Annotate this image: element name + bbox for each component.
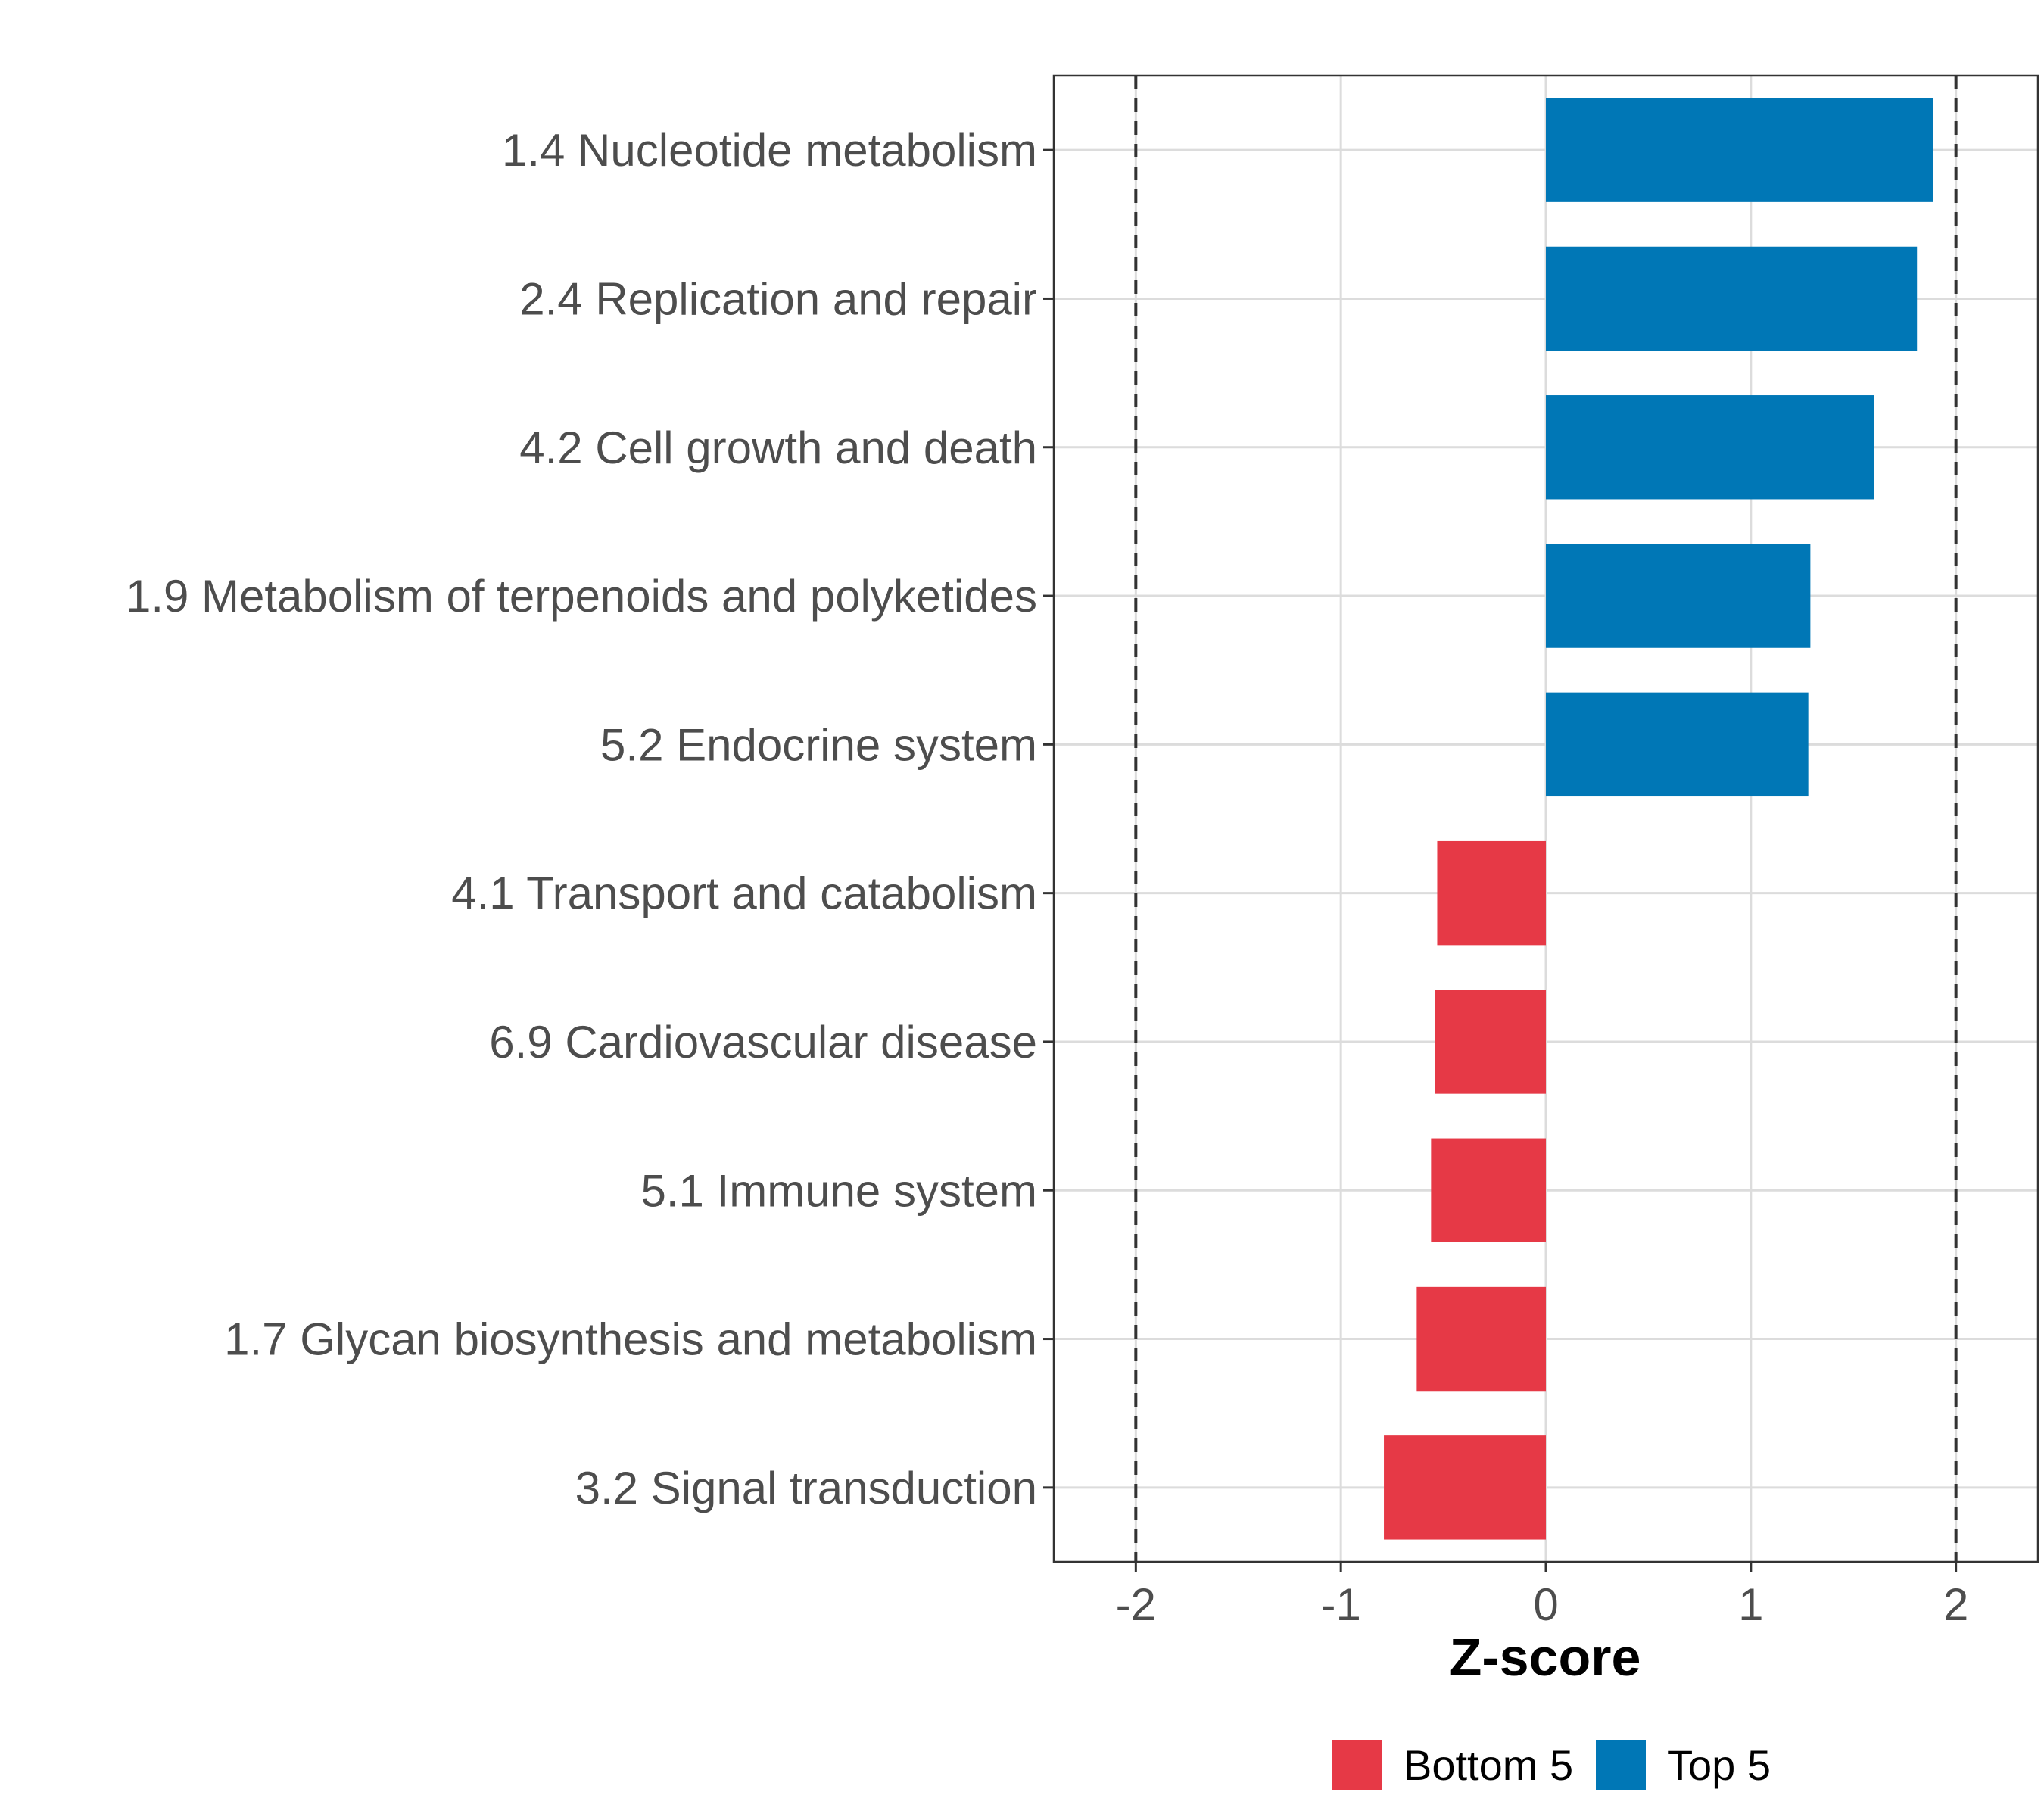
x-tick-label: 0 [1533,1579,1558,1630]
bar [1435,990,1546,1094]
legend-label: Top 5 [1667,1741,1771,1789]
x-tick-label: -2 [1116,1579,1156,1630]
x-tick-label: 1 [1738,1579,1763,1630]
bar [1416,1286,1546,1392]
y-tick-label: 4.1 Transport and catabolism [451,868,1037,919]
bar [1437,840,1546,946]
legend-label: Bottom 5 [1404,1741,1573,1789]
legend-swatch [1596,1740,1646,1790]
x-tick-label: 2 [1943,1579,1968,1630]
x-axis-ticks: -2 -1 0 1 2 [1116,1562,1968,1630]
bars [1384,98,1933,1540]
x-axis-title: Z-score [1450,1628,1641,1687]
y-tick-label: 5.1 Immune system [640,1165,1037,1216]
bar [1431,1138,1546,1242]
bar [1546,544,1811,648]
bar [1546,395,1874,500]
y-axis-ticks: 1.4 Nucleotide metabolism 2.4 Replication… [126,125,1054,1513]
x-tick-label: -1 [1320,1579,1360,1630]
y-tick-label: 5.2 Endocrine system [600,719,1037,770]
legend-swatch [1332,1740,1382,1790]
y-tick-label: 3.2 Signal transduction [575,1463,1037,1513]
y-tick-label: 2.4 Replication and repair [519,273,1037,324]
y-tick-label: 6.9 Cardiovascular disease [489,1017,1037,1067]
legend: Bottom 5 Top 5 [1332,1740,1771,1790]
y-tick-label: 1.7 Glycan biosynthesis and metabolism [224,1314,1037,1365]
y-tick-label: 4.2 Cell growth and death [519,422,1037,473]
reference-lines [1134,76,1958,1562]
bar [1546,246,1918,351]
y-tick-label: 1.4 Nucleotide metabolism [502,125,1037,176]
bar [1384,1435,1546,1540]
bar [1546,98,1933,202]
y-tick-label: 1.9 Metabolism of terpenoids and polyket… [126,571,1037,622]
bar [1546,692,1809,797]
